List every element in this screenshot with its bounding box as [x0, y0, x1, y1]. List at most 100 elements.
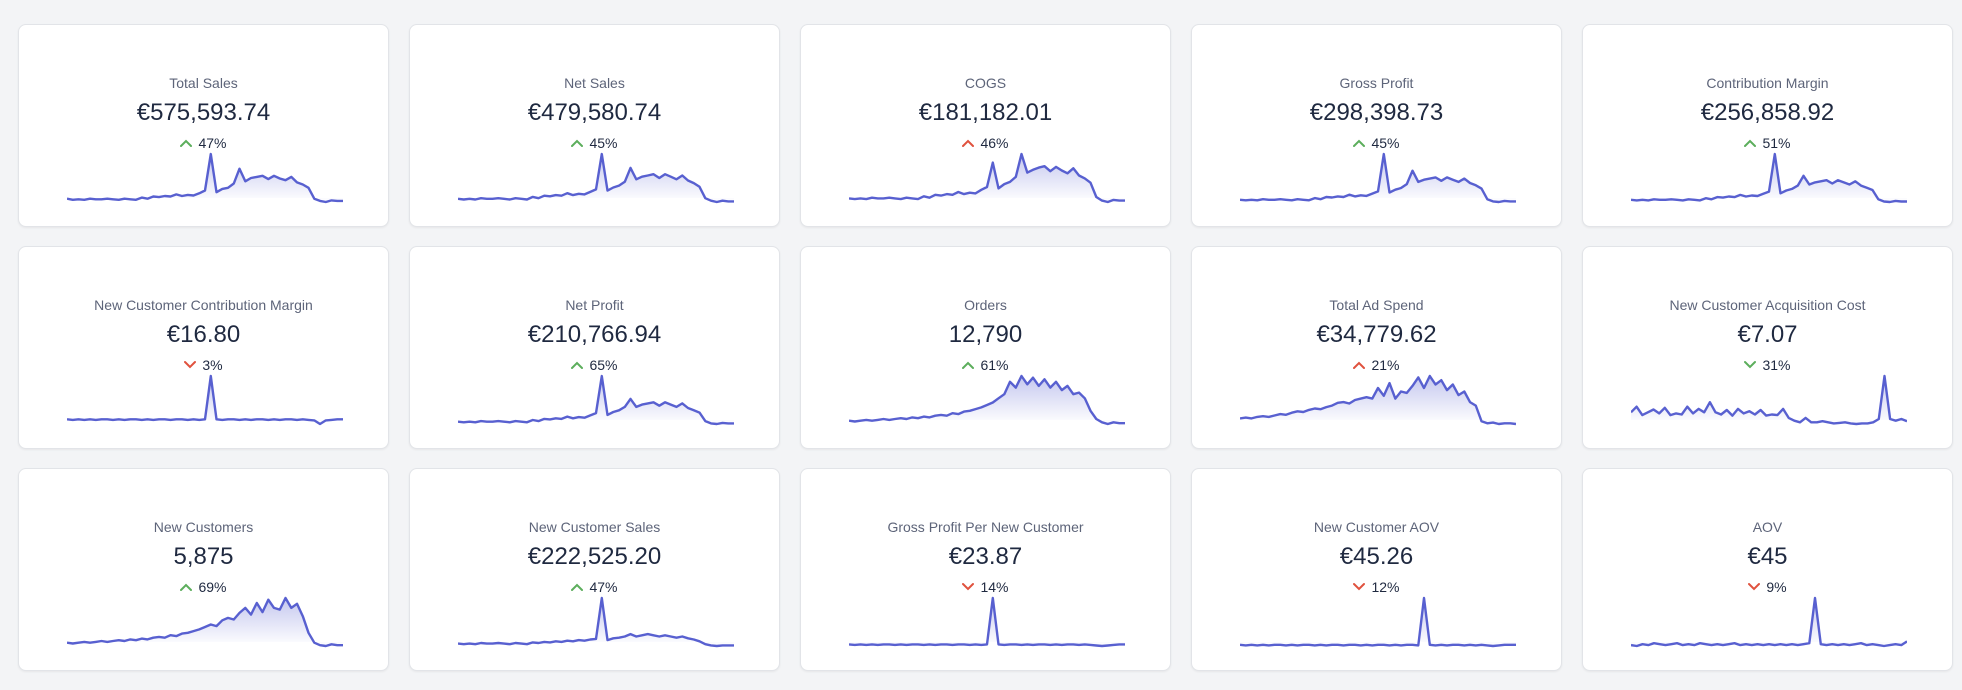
chevron-down-icon — [1353, 583, 1366, 591]
chevron-down-icon — [962, 583, 975, 591]
sparkline-line — [458, 374, 734, 426]
sparkline — [1240, 374, 1516, 426]
sparkline — [67, 374, 343, 426]
metric-change: 12% — [1192, 579, 1561, 595]
metric-change: 51% — [1583, 135, 1952, 151]
sparkline-line — [1240, 152, 1516, 204]
metric-title: Gross Profit Per New Customer — [887, 519, 1084, 535]
change-percent: 65% — [589, 357, 618, 373]
change-percent: 31% — [1762, 357, 1791, 373]
sparkline-line — [849, 152, 1125, 204]
sparkline-area — [1631, 598, 1907, 646]
chevron-up-icon — [962, 139, 975, 147]
metric-card-new-customer-contribution-margin[interactable]: New Customer Contribution Margin €16.80 … — [18, 246, 389, 449]
sparkline-line — [1631, 152, 1907, 204]
metric-value: €479,580.74 — [527, 99, 662, 126]
metric-card-total-sales[interactable]: Total Sales €575,593.74 47% — [18, 24, 389, 227]
metric-value: €34,779.62 — [1316, 321, 1437, 348]
metric-change: 45% — [1192, 135, 1561, 151]
metric-change: 69% — [19, 579, 388, 595]
chevron-down-icon — [1744, 361, 1757, 369]
metric-title: New Customer AOV — [1313, 519, 1440, 535]
metric-card-net-profit[interactable]: Net Profit €210,766.94 65% — [409, 246, 780, 449]
change-percent: 21% — [1371, 357, 1400, 373]
metric-title: AOV — [1752, 519, 1783, 535]
sparkline — [67, 596, 343, 648]
metric-value: 5,875 — [173, 543, 234, 570]
sparkline — [1240, 152, 1516, 204]
change-percent: 51% — [1762, 135, 1791, 151]
metric-value: 12,790 — [948, 321, 1023, 348]
metric-card-gross-profit-per-new-customer[interactable]: Gross Profit Per New Customer €23.87 14% — [800, 468, 1171, 671]
sparkline-line — [67, 596, 343, 648]
metrics-grid: Total Sales €575,593.74 47% Net Sales €4… — [18, 24, 1953, 671]
chevron-down-icon — [1748, 583, 1761, 591]
change-percent: 45% — [1371, 135, 1400, 151]
metric-title: COGS — [964, 75, 1007, 91]
metric-change: 9% — [1583, 579, 1952, 595]
sparkline — [67, 152, 343, 204]
metric-card-cogs[interactable]: COGS €181,182.01 46% — [800, 24, 1171, 227]
metric-value: €181,182.01 — [918, 99, 1053, 126]
metric-card-gross-profit[interactable]: Gross Profit €298,398.73 45% — [1191, 24, 1562, 227]
metric-card-net-sales[interactable]: Net Sales €479,580.74 45% — [409, 24, 780, 227]
sparkline-line — [1240, 374, 1516, 426]
chevron-up-icon — [571, 583, 584, 591]
sparkline-line — [1631, 596, 1907, 648]
sparkline — [849, 596, 1125, 648]
sparkline — [1631, 596, 1907, 648]
metric-card-new-customer-acquisition-cost[interactable]: New Customer Acquisition Cost €7.07 31% — [1582, 246, 1953, 449]
metric-card-new-customers[interactable]: New Customers 5,875 69% — [18, 468, 389, 671]
sparkline — [1631, 374, 1907, 426]
chevron-up-icon — [1353, 139, 1366, 147]
change-percent: 9% — [1766, 579, 1787, 595]
sparkline — [458, 374, 734, 426]
metric-card-orders[interactable]: Orders 12,790 61% — [800, 246, 1171, 449]
metric-change: 14% — [801, 579, 1170, 595]
metric-value: €256,858.92 — [1700, 99, 1835, 126]
metric-value: €7.07 — [1737, 321, 1798, 348]
metric-change: 21% — [1192, 357, 1561, 373]
metric-card-aov[interactable]: AOV €45 9% — [1582, 468, 1953, 671]
sparkline-line — [849, 596, 1125, 648]
metric-card-new-customer-sales[interactable]: New Customer Sales €222,525.20 47% — [409, 468, 780, 671]
change-percent: 3% — [202, 357, 223, 373]
chevron-up-icon — [1744, 139, 1757, 147]
metric-value: €45.26 — [1339, 543, 1414, 570]
sparkline-area — [849, 154, 1125, 202]
metric-title: New Customer Sales — [528, 519, 661, 535]
metric-title: Total Sales — [169, 75, 238, 91]
metric-title: Total Ad Spend — [1329, 297, 1424, 313]
metric-change: 47% — [19, 135, 388, 151]
metric-title: Contribution Margin — [1706, 75, 1829, 91]
metric-title: Orders — [964, 297, 1007, 313]
sparkline-area — [67, 598, 343, 646]
sparkline-area — [1240, 376, 1516, 424]
metric-change: 61% — [801, 357, 1170, 373]
metric-change: 47% — [410, 579, 779, 595]
metric-value: €210,766.94 — [527, 321, 662, 348]
sparkline-area — [67, 154, 343, 202]
change-percent: 45% — [589, 135, 618, 151]
sparkline-line — [1631, 374, 1907, 426]
sparkline-line — [849, 374, 1125, 426]
metric-value: €222,525.20 — [527, 543, 662, 570]
metric-card-total-ad-spend[interactable]: Total Ad Spend €34,779.62 21% — [1191, 246, 1562, 449]
change-percent: 12% — [1371, 579, 1400, 595]
metric-card-contribution-margin[interactable]: Contribution Margin €256,858.92 51% — [1582, 24, 1953, 227]
metric-change: 3% — [19, 357, 388, 373]
sparkline — [1240, 596, 1516, 648]
change-percent: 61% — [980, 357, 1009, 373]
metric-value: €298,398.73 — [1309, 99, 1444, 126]
metric-title: New Customer Acquisition Cost — [1669, 297, 1866, 313]
sparkline-area — [1631, 154, 1907, 202]
chevron-up-icon — [962, 361, 975, 369]
metric-title: New Customers — [153, 519, 254, 535]
metric-value: €16.80 — [166, 321, 241, 348]
change-percent: 69% — [198, 579, 227, 595]
metric-change: 46% — [801, 135, 1170, 151]
metric-card-new-customer-aov[interactable]: New Customer AOV €45.26 12% — [1191, 468, 1562, 671]
change-percent: 47% — [198, 135, 227, 151]
metric-change: 45% — [410, 135, 779, 151]
sparkline-area — [458, 154, 734, 202]
